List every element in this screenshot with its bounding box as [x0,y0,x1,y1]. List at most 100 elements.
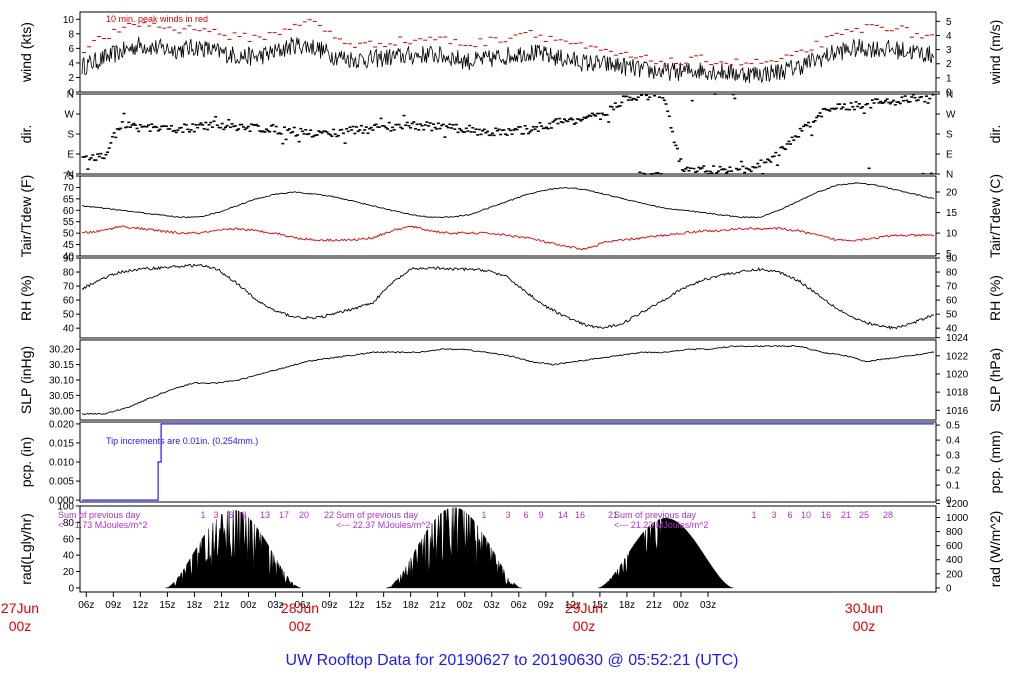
figure-title: UW Rooftop Data for 20190627 to 20190630… [286,652,739,669]
pcp-ylabel: pcp. (in) [18,437,34,488]
dir-y2tick-label: N [946,90,953,101]
x-tick-label: 12z [565,600,581,611]
pcp-y2tick-label: 0.4 [946,436,960,447]
dir-panel [76,93,940,175]
wind-annotation: 10 min. peak winds in red [106,14,208,24]
tair-line [81,181,935,219]
x-tick-label: 18z [403,600,419,611]
wind-y2tick-label: 4 [946,31,952,42]
temp-ytick-label: 60 [63,206,75,217]
x-tick-label: 18z [186,600,202,611]
rad-y2tick-label: 400 [946,555,963,566]
rad-hour-tick: 3 [771,510,776,520]
dir-ytick-label: N [67,170,74,181]
rh-y2tick-label: 90 [946,254,958,265]
rad-sum-value: <--- 21.23 MJoules/m^2 [614,520,709,530]
rad-y2tick-label: 0 [946,583,952,594]
slp-y2tick-label: 1024 [946,333,969,344]
slp-y2label: SLP (hPa) [987,348,1003,412]
slp-ylabel: SLP (inHg) [18,346,34,414]
rad-y2tick-label: 1000 [946,513,969,524]
slp-frame [79,339,937,421]
rad-sum-label: Sum of previous day [614,510,697,520]
rh-ytick-label: 50 [63,310,75,321]
x-tick-label: 00z [240,600,256,611]
wind-y2label: wind (m/s) [987,20,1003,86]
temp-ytick-label: 55 [63,217,75,228]
x-tick-label: 21z [646,600,662,611]
rad-hour-tick: 21 [608,510,618,520]
x-tick-label: 15z [159,600,175,611]
pcp-y2tick-label: 0.3 [946,451,960,462]
temp-ytick-label: 40 [63,252,75,263]
rad-hour-tick: 9 [538,510,543,520]
dir-ylabel: dir. [18,125,34,144]
pcp-annotation: Tip increments are 0.01in. (0.254mm.) [106,436,258,446]
pcp-ytick-label: 0.020 [49,419,74,430]
rad-hour-tick: 1 [751,510,756,520]
wind-ytick-label: 0 [68,88,74,99]
pcp-ytick-label: 0.000 [49,496,74,507]
x-tick-label: 00z [457,600,473,611]
pcp-frame [79,421,937,503]
pcp-y2tick-label: 0.5 [946,421,960,432]
temp-ytick-label: 75 [63,172,75,183]
rh-ytick-label: 90 [63,254,75,265]
day-label: 27Jun [1,600,39,616]
pcp-y2tick-label: 0 [946,496,952,507]
day-hour-label: 00z [289,618,312,634]
dir-y2tick-label: N [946,170,953,181]
slp-y2tick-label: 1020 [946,369,969,380]
x-tick-label: 15z [592,600,608,611]
rad-y2tick-label: 1200 [946,499,969,510]
rad-hour-tick: 16 [821,510,831,520]
slp-y2tick-label: 1018 [946,388,969,399]
tdew-line [81,225,935,251]
day-hour-label: 00z [853,618,876,634]
wind-ylabel: wind (kts) [18,22,34,83]
x-tick-label: 21z [213,600,229,611]
pcp-line [82,423,934,501]
rad-hour-tick: 14 [558,510,568,520]
wind-ytick-label: 8 [68,29,74,40]
x-tick-label: 15z [376,600,392,611]
x-tick-label: 21z [430,600,446,611]
x-tick-label: 06z [294,600,310,611]
temp-y2tick-label: 5 [946,249,952,260]
wind-y2tick-label: 3 [946,45,952,56]
rad-ytick-label: 20 [63,567,75,578]
pcp-ytick-label: 0.010 [49,458,74,469]
rh-frame [79,257,937,339]
rad-hour-tick: 9 [241,510,246,520]
rad-hour-tick: 3 [213,510,218,520]
slp-y2tick-label: 1016 [946,406,969,417]
rad-hour-tick: 17 [279,510,289,520]
dir-ytick-label: W [65,110,75,121]
x-tick-label: 09z [322,600,338,611]
rad-hour-tick: 13 [260,510,270,520]
rad-hour-tick: 6 [523,510,528,520]
rh-ytick-label: 60 [63,296,75,307]
dir-y2label: dir. [987,125,1003,144]
day-label: 28Jun [281,600,319,616]
rad-hour-tick: 6 [228,510,233,520]
rh-ytick-label: 40 [63,324,75,335]
dir-y2tick-label: S [946,130,953,141]
rad-ytick-label: 60 [63,534,75,545]
x-tick-label: 06z [78,600,94,611]
wind-y2tick-label: 5 [946,17,952,28]
wind-ytick-label: 4 [68,58,74,69]
x-tick-label: 00z [673,600,689,611]
wind-ytick-label: 2 [68,73,74,84]
dir-ytick-label: E [67,150,74,161]
x-tick-label: 18z [619,600,635,611]
wind-ytick-label: 10 [63,15,75,26]
slp-ytick-label: 30.10 [49,376,74,387]
temp-y2tick-label: 20 [946,188,958,199]
x-tick-label: 06z [511,600,527,611]
rad-day-1 [165,509,301,589]
rh-y2tick-label: 50 [946,310,958,321]
temp-ylabel: Tair/Tdew (F) [18,175,34,257]
slp-y2tick-label: 1022 [946,351,969,362]
